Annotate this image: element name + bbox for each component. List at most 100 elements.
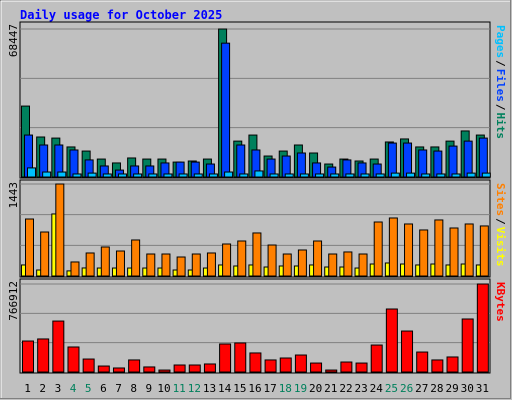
bar xyxy=(360,173,370,178)
x-tick-label: 3 xyxy=(55,382,62,395)
legend-separator: / xyxy=(494,104,507,111)
bar xyxy=(206,252,216,277)
bar xyxy=(176,256,186,277)
bar xyxy=(284,173,294,178)
x-tick-label: 15 xyxy=(233,382,246,395)
x-tick-label: 30 xyxy=(461,382,474,395)
legend-entry: Hits xyxy=(494,113,507,140)
bar xyxy=(269,173,279,178)
bar xyxy=(208,173,218,178)
bar xyxy=(466,172,476,178)
bar xyxy=(299,173,309,178)
bar xyxy=(481,172,491,178)
bar xyxy=(191,253,201,277)
bar xyxy=(239,173,249,178)
bar xyxy=(358,253,368,277)
x-tick-label: 14 xyxy=(218,382,232,395)
x-tick-label: 26 xyxy=(400,382,413,395)
bar xyxy=(22,340,34,373)
bar xyxy=(315,173,325,178)
x-tick-label: 6 xyxy=(100,382,107,395)
bar xyxy=(390,172,400,178)
bar xyxy=(234,342,247,373)
bar xyxy=(279,357,292,373)
bar xyxy=(57,171,67,178)
bar xyxy=(370,344,383,373)
bar xyxy=(419,229,429,277)
x-tick-label: 18 xyxy=(279,382,292,395)
bar xyxy=(100,246,110,277)
bar xyxy=(52,320,65,373)
bar xyxy=(373,221,383,277)
bar xyxy=(403,142,413,178)
bar xyxy=(282,253,292,277)
bar xyxy=(97,365,110,373)
legend: Sites / Visits xyxy=(494,183,507,267)
bar xyxy=(461,318,474,373)
bar xyxy=(163,173,173,178)
legend-entry: KBytes xyxy=(494,282,507,322)
bar xyxy=(345,173,355,178)
x-tick-label: 7 xyxy=(115,382,122,395)
bar xyxy=(328,253,338,277)
x-tick-label: 5 xyxy=(85,382,92,395)
bar xyxy=(267,244,277,277)
y-tick-label: 1443 xyxy=(7,182,20,209)
bar xyxy=(464,223,474,277)
bar xyxy=(446,356,459,373)
x-tick-label: 13 xyxy=(203,382,216,395)
x-tick-label: 23 xyxy=(355,382,368,395)
bar xyxy=(42,171,52,178)
bar xyxy=(161,253,171,277)
bar xyxy=(340,361,353,373)
bar xyxy=(72,173,82,178)
bar xyxy=(221,42,231,178)
x-tick-label: 9 xyxy=(146,382,153,395)
legend: Pages / Files / Hits xyxy=(494,25,507,139)
x-tick-label: 21 xyxy=(324,382,337,395)
bar xyxy=(55,183,65,277)
bar xyxy=(388,217,398,277)
x-tick-label: 25 xyxy=(385,382,398,395)
bar xyxy=(387,142,397,178)
x-tick-label: 24 xyxy=(370,382,384,395)
chart-title: Daily usage for October 2025 xyxy=(20,8,222,22)
x-tick-label: 20 xyxy=(309,382,322,395)
bar xyxy=(115,250,125,277)
bar xyxy=(70,261,80,277)
x-tick-label: 17 xyxy=(264,382,277,395)
bar xyxy=(449,227,459,277)
bar xyxy=(112,367,125,373)
bar xyxy=(476,283,489,373)
x-tick-label: 4 xyxy=(70,382,77,395)
bar xyxy=(133,173,143,178)
bar xyxy=(188,364,201,373)
bar xyxy=(224,171,234,178)
bar xyxy=(375,173,385,178)
bar xyxy=(433,150,443,178)
y-tick-label: 68447 xyxy=(7,24,20,57)
legend-separator: / xyxy=(494,218,507,225)
bar xyxy=(421,173,431,178)
bar xyxy=(193,173,203,178)
bar xyxy=(416,351,429,373)
legend: KBytes xyxy=(494,282,507,322)
bar xyxy=(479,225,489,277)
bar xyxy=(40,231,50,277)
bar xyxy=(203,363,216,373)
x-tick-label: 12 xyxy=(188,382,201,395)
bar xyxy=(448,145,458,178)
bar xyxy=(173,364,186,373)
bar xyxy=(296,152,306,178)
bar xyxy=(297,249,307,277)
x-tick-label: 11 xyxy=(173,382,186,395)
bar xyxy=(401,330,414,373)
bar xyxy=(385,308,398,373)
bar xyxy=(37,338,50,373)
x-tick-label: 16 xyxy=(248,382,261,395)
bar xyxy=(343,251,353,277)
bar xyxy=(27,167,36,178)
bar xyxy=(434,219,444,277)
bar xyxy=(254,170,264,178)
